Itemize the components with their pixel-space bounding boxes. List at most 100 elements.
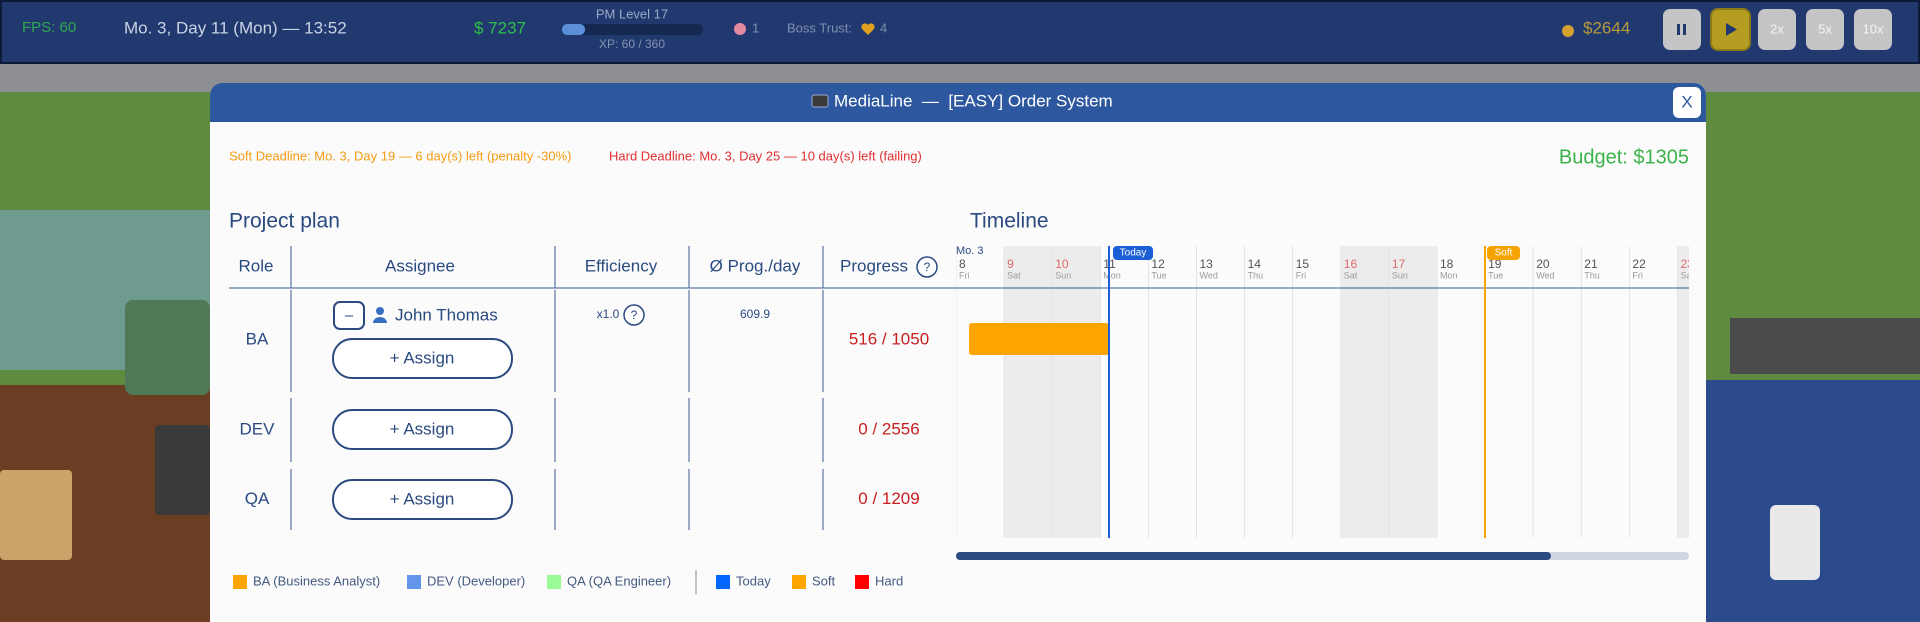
speed-label: 10x xyxy=(1863,21,1884,36)
section-title: Project plan xyxy=(229,210,340,233)
legend-swatch xyxy=(233,575,247,589)
brain: 1 xyxy=(752,20,759,35)
section-title: Timeline xyxy=(970,210,1049,233)
legend-label: DEV (Developer) xyxy=(427,573,525,588)
weekday: Sat xyxy=(1344,270,1358,280)
speed-button[interactable] xyxy=(1806,9,1844,50)
modal xyxy=(210,83,1706,622)
day-number: 10 xyxy=(1055,257,1069,271)
weekday: Fri xyxy=(1632,270,1643,280)
legend-label: Soft xyxy=(812,573,836,588)
close-label: X xyxy=(1681,92,1692,111)
person-body xyxy=(373,317,387,323)
pause-button[interactable] xyxy=(1663,9,1701,50)
speed-label: 5x xyxy=(1818,21,1832,36)
weekday: Thu xyxy=(1584,270,1600,280)
xp: XP: 60 / 360 xyxy=(599,37,665,51)
legend-label: Today xyxy=(736,573,771,588)
speed-button[interactable] xyxy=(1758,9,1796,50)
tv xyxy=(155,425,210,515)
weekday: Fri xyxy=(959,270,970,280)
marker-badge xyxy=(1113,246,1153,260)
day-number: 20 xyxy=(1536,257,1550,271)
modal-header xyxy=(210,83,1706,122)
brain-icon xyxy=(734,23,746,35)
speed-label: 2x xyxy=(1770,21,1784,36)
day-number: 15 xyxy=(1296,257,1310,271)
help-label: ? xyxy=(631,308,638,322)
weekday: Sun xyxy=(1055,270,1071,280)
remove-label: – xyxy=(345,307,354,324)
marker-badge xyxy=(1487,246,1520,260)
wall xyxy=(1730,318,1920,374)
help-label: ? xyxy=(924,260,931,274)
help-icon[interactable] xyxy=(916,256,938,278)
budget: Budget: $1305 xyxy=(1559,146,1689,168)
day-number: 16 xyxy=(1344,257,1358,271)
assign-label: + Assign xyxy=(390,419,455,438)
tv-icon xyxy=(811,94,829,108)
day-number: 9 xyxy=(1007,257,1014,271)
day-number: 22 xyxy=(1632,257,1646,271)
tiled-floor xyxy=(1706,380,1920,622)
legend-swatch xyxy=(792,575,806,589)
assignee: John Thomas xyxy=(395,305,498,324)
pm-level: PM Level 17 xyxy=(596,6,668,21)
marker-label: Soft xyxy=(1495,248,1513,259)
ba-task-bar xyxy=(969,323,1109,355)
day-number: 21 xyxy=(1584,257,1598,271)
xp-bar xyxy=(562,24,703,35)
fps: FPS: 60 xyxy=(22,19,76,36)
legend-label: Hard xyxy=(875,573,903,588)
assign-button[interactable] xyxy=(332,338,513,379)
weekday: Mon xyxy=(1440,270,1458,280)
modal-title: MediaLine — [EASY] Order System xyxy=(834,91,1113,110)
close-button[interactable] xyxy=(1673,87,1701,118)
day-number: 17 xyxy=(1392,257,1406,271)
month: Mo. 3 xyxy=(956,245,984,257)
weekend-shade xyxy=(1340,246,1389,538)
legend-swatch xyxy=(407,575,421,589)
sofa xyxy=(125,300,210,395)
soft-deadline: Soft Deadline: Mo. 3, Day 19 — 6 day(s) … xyxy=(229,148,572,163)
efficiency: x1.0 xyxy=(597,307,620,321)
progress: 516 / 1050 xyxy=(849,329,929,348)
legend-swatch xyxy=(855,575,869,589)
weekend-shade xyxy=(1677,246,1689,538)
day-number: 12 xyxy=(1151,257,1165,271)
day-number: 8 xyxy=(959,257,966,271)
role: DEV xyxy=(240,419,276,438)
day-number: 14 xyxy=(1248,257,1262,271)
assign-label: + Assign xyxy=(390,348,455,367)
day-number: 13 xyxy=(1200,257,1214,271)
timeline-grid: 8Fri9Sat10Sun11Mon12Tue13Wed14Thu15Fri16… xyxy=(956,246,1695,538)
column-header: Role xyxy=(239,256,274,275)
day-number: 18 xyxy=(1440,257,1454,271)
weekday: Sat xyxy=(1681,270,1695,280)
content: FPS: 60 Mo. 3, Day 11 (Mon) — 13:52 $ 7237… xyxy=(22,6,1892,594)
xp-fill xyxy=(562,24,585,35)
scroll-thumb[interactable] xyxy=(956,552,1551,560)
remove-button[interactable] xyxy=(333,301,365,330)
person-head xyxy=(376,307,384,315)
marker-label: Today xyxy=(1120,248,1147,259)
weekday: Tue xyxy=(1151,270,1166,280)
company-money: $2644 xyxy=(1583,18,1630,37)
speed-button[interactable] xyxy=(1854,9,1892,50)
weekday: Wed xyxy=(1536,270,1554,280)
pause-icon-b xyxy=(1683,24,1686,35)
weekday: Mon xyxy=(1103,270,1121,280)
weekend-shade xyxy=(1004,246,1053,538)
boss-trust: 4 xyxy=(880,20,887,35)
weekday: Wed xyxy=(1200,270,1218,280)
assign-button[interactable] xyxy=(332,479,513,520)
weekday: Thu xyxy=(1248,270,1264,280)
boss-trust-label: Boss Trust: xyxy=(787,20,852,35)
assign-button[interactable] xyxy=(332,409,513,450)
weekend-shade xyxy=(1052,246,1101,538)
bag-icon xyxy=(1562,25,1574,37)
help-icon[interactable] xyxy=(623,304,645,326)
column-header: Ø Prog./day xyxy=(710,256,801,275)
